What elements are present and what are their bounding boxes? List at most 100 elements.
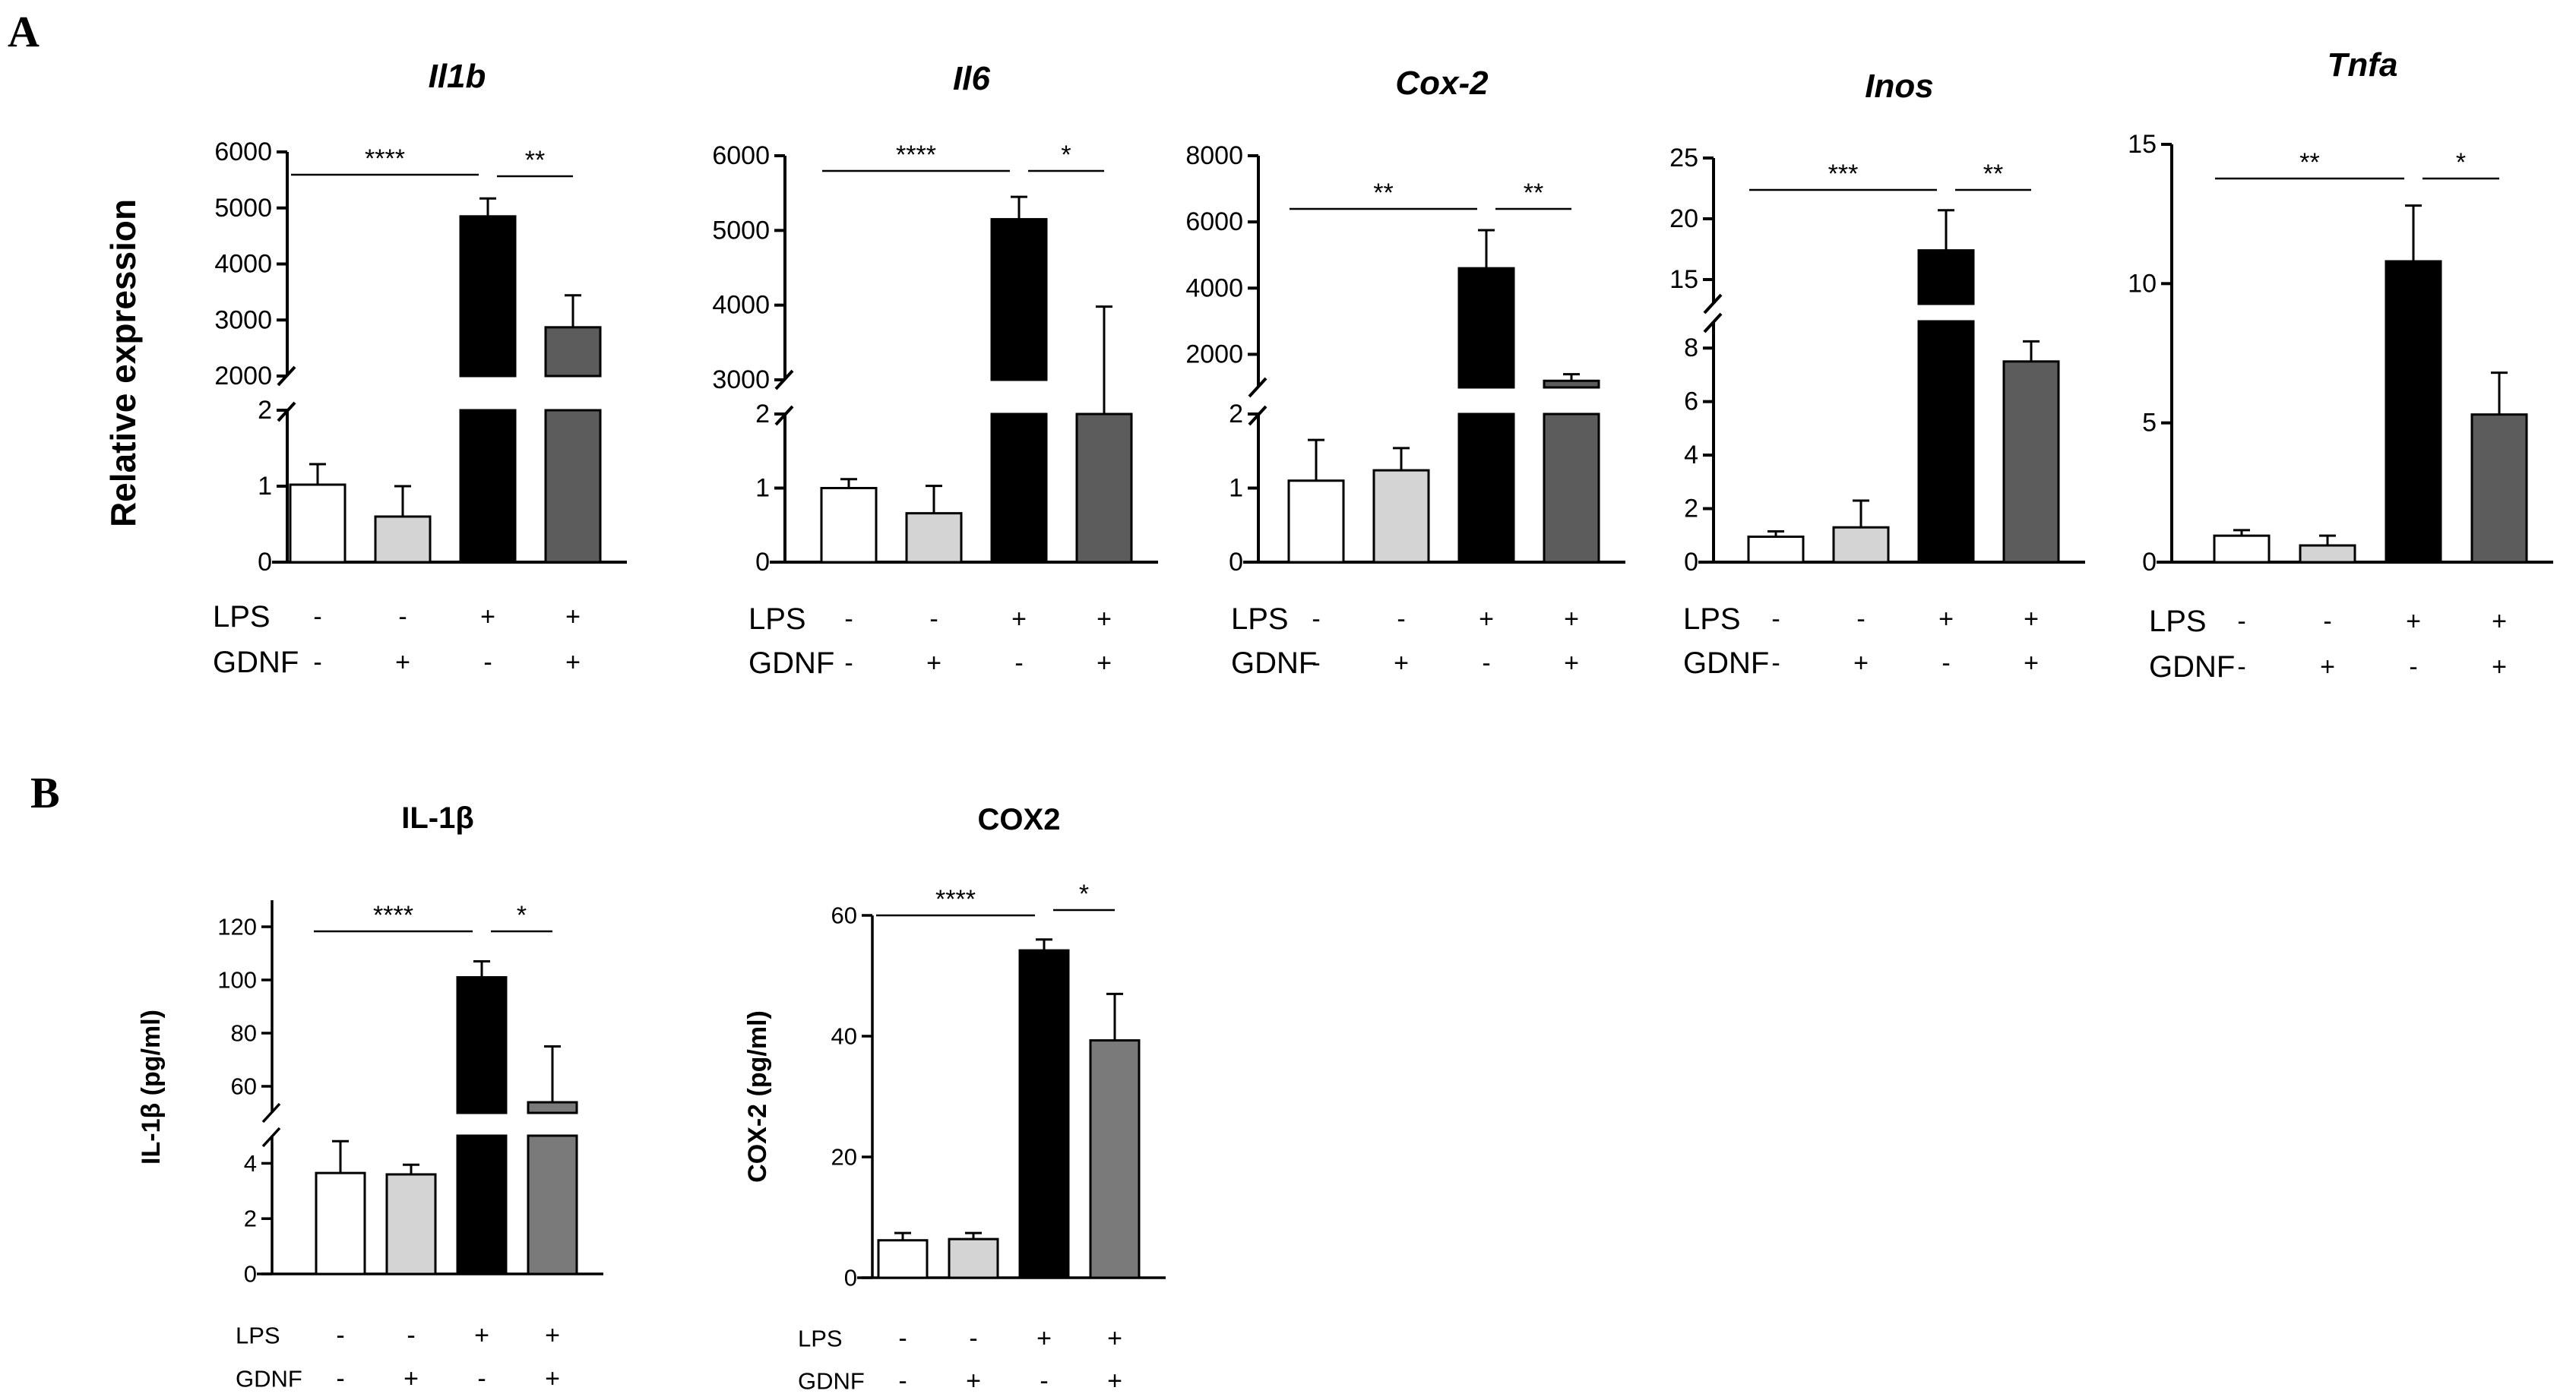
lps-sign: - xyxy=(1312,605,1320,634)
chart-title: IL-1β xyxy=(401,801,474,835)
factor-label-lps: LPS xyxy=(798,1326,843,1352)
bar xyxy=(2470,413,2528,564)
significance-label: * xyxy=(1061,141,1071,169)
lps-sign: + xyxy=(1107,1324,1122,1353)
axis-break-mark xyxy=(261,1102,281,1124)
factor-label-lps: LPS xyxy=(2149,605,2207,638)
factor-label-gdnf: GDNF xyxy=(236,1366,302,1392)
lps-sign: - xyxy=(929,605,938,634)
lps-sign: + xyxy=(545,1321,560,1350)
y-tick-label: 6000 xyxy=(712,141,770,170)
gdnf-sign: + xyxy=(545,1364,560,1393)
y-tick-label: 0 xyxy=(244,1261,257,1288)
gdnf-sign: - xyxy=(898,1367,907,1395)
y-tick-label: 15 xyxy=(1669,265,1698,294)
gdnf-sign: + xyxy=(1853,649,1869,678)
significance-label: * xyxy=(2456,148,2466,177)
y-tick-label: 1 xyxy=(258,472,272,501)
y-tick-label: 6 xyxy=(1684,387,1698,416)
bar xyxy=(905,512,963,564)
bar xyxy=(289,483,347,564)
bar xyxy=(990,218,1048,381)
gdnf-sign: - xyxy=(483,648,492,677)
gdnf-sign: - xyxy=(1040,1367,1048,1395)
gdnf-sign: - xyxy=(2237,653,2245,681)
bar xyxy=(948,1237,999,1279)
bar-lower xyxy=(527,1134,578,1275)
gdnf-sign: + xyxy=(395,648,410,677)
y-tick-label: 4 xyxy=(244,1150,257,1177)
bar-lower xyxy=(544,409,602,564)
y-tick-label: 0 xyxy=(844,1265,857,1291)
y-tick-label: 5000 xyxy=(214,194,272,223)
lps-sign: + xyxy=(565,602,581,631)
y-tick-label: 0 xyxy=(2142,548,2157,577)
bar xyxy=(1747,536,1805,564)
factor-label-gdnf: GDNF xyxy=(798,1368,865,1395)
chart-4 xyxy=(2157,143,2553,564)
lps-sign: - xyxy=(398,602,407,631)
panel-a-ylabel: Relative expression xyxy=(103,199,143,527)
y-tick-label: 2 xyxy=(1229,400,1243,428)
significance-label: *** xyxy=(1828,160,1859,188)
bar-lower xyxy=(1543,412,1600,564)
bar xyxy=(2299,544,2356,564)
gdnf-sign: + xyxy=(565,648,581,677)
y-axis-label: COX-2 (pg/ml) xyxy=(743,1010,772,1183)
factor-label-lps: LPS xyxy=(748,602,806,636)
bar xyxy=(1372,469,1430,564)
lps-sign: + xyxy=(480,602,495,631)
axis-break-mark xyxy=(1703,293,1723,314)
lps-sign: + xyxy=(1564,605,1579,634)
bar-lower xyxy=(459,409,517,564)
y-tick-label: 20 xyxy=(1669,204,1698,233)
axis-break-mark xyxy=(1248,377,1267,398)
chart-title: Il6 xyxy=(953,60,990,97)
lps-sign: + xyxy=(474,1321,489,1350)
y-tick-label: 4000 xyxy=(712,291,770,320)
gdnf-sign: + xyxy=(403,1364,419,1393)
y-tick-label: 4 xyxy=(1684,441,1698,469)
lps-sign: + xyxy=(2024,605,2039,634)
chart-5: IL-1β (pg/ml) xyxy=(137,900,603,1275)
gdnf-sign: - xyxy=(1771,649,1780,678)
factor-label-gdnf: GDNF xyxy=(1683,646,1769,680)
bar xyxy=(544,326,602,378)
gdnf-sign: - xyxy=(313,648,321,677)
lps-sign: - xyxy=(844,605,853,634)
y-tick-label: 5000 xyxy=(712,216,770,245)
gdnf-sign: - xyxy=(1941,649,1950,678)
lps-sign: - xyxy=(407,1321,415,1350)
y-tick-label: 2000 xyxy=(1185,340,1243,368)
chart-title: COX2 xyxy=(978,803,1061,836)
lps-sign: - xyxy=(1771,605,1780,634)
gdnf-sign: + xyxy=(1107,1367,1122,1395)
bar xyxy=(1018,949,1070,1279)
lps-sign: + xyxy=(2406,607,2421,636)
bar xyxy=(2002,360,2060,564)
y-tick-label: 6000 xyxy=(214,137,272,166)
lps-sign: - xyxy=(336,1321,344,1350)
y-tick-label: 2 xyxy=(244,1206,257,1232)
factor-label-gdnf: GDNF xyxy=(1231,646,1317,680)
gdnf-sign: - xyxy=(2409,653,2417,681)
chart-3 xyxy=(1698,156,2085,564)
factor-label-lps: LPS xyxy=(1683,602,1741,636)
bar-lower xyxy=(990,412,1048,564)
y-tick-label: 2 xyxy=(755,400,770,428)
chart-title: Inos xyxy=(1865,68,1933,105)
y-tick-label: 120 xyxy=(217,914,257,940)
y-tick-label: 2 xyxy=(258,396,272,425)
lps-sign: - xyxy=(898,1324,907,1353)
bar xyxy=(1917,249,1975,305)
bar xyxy=(1457,267,1515,389)
gdnf-sign: - xyxy=(1312,649,1320,678)
significance-label: ** xyxy=(1983,160,2003,188)
chart-2 xyxy=(1243,154,1625,564)
y-tick-label: 0 xyxy=(1684,548,1698,577)
gdnf-sign: - xyxy=(336,1364,344,1393)
bar xyxy=(1089,1039,1141,1279)
factor-label-lps: LPS xyxy=(1231,602,1289,636)
gdnf-sign: + xyxy=(2320,653,2335,681)
